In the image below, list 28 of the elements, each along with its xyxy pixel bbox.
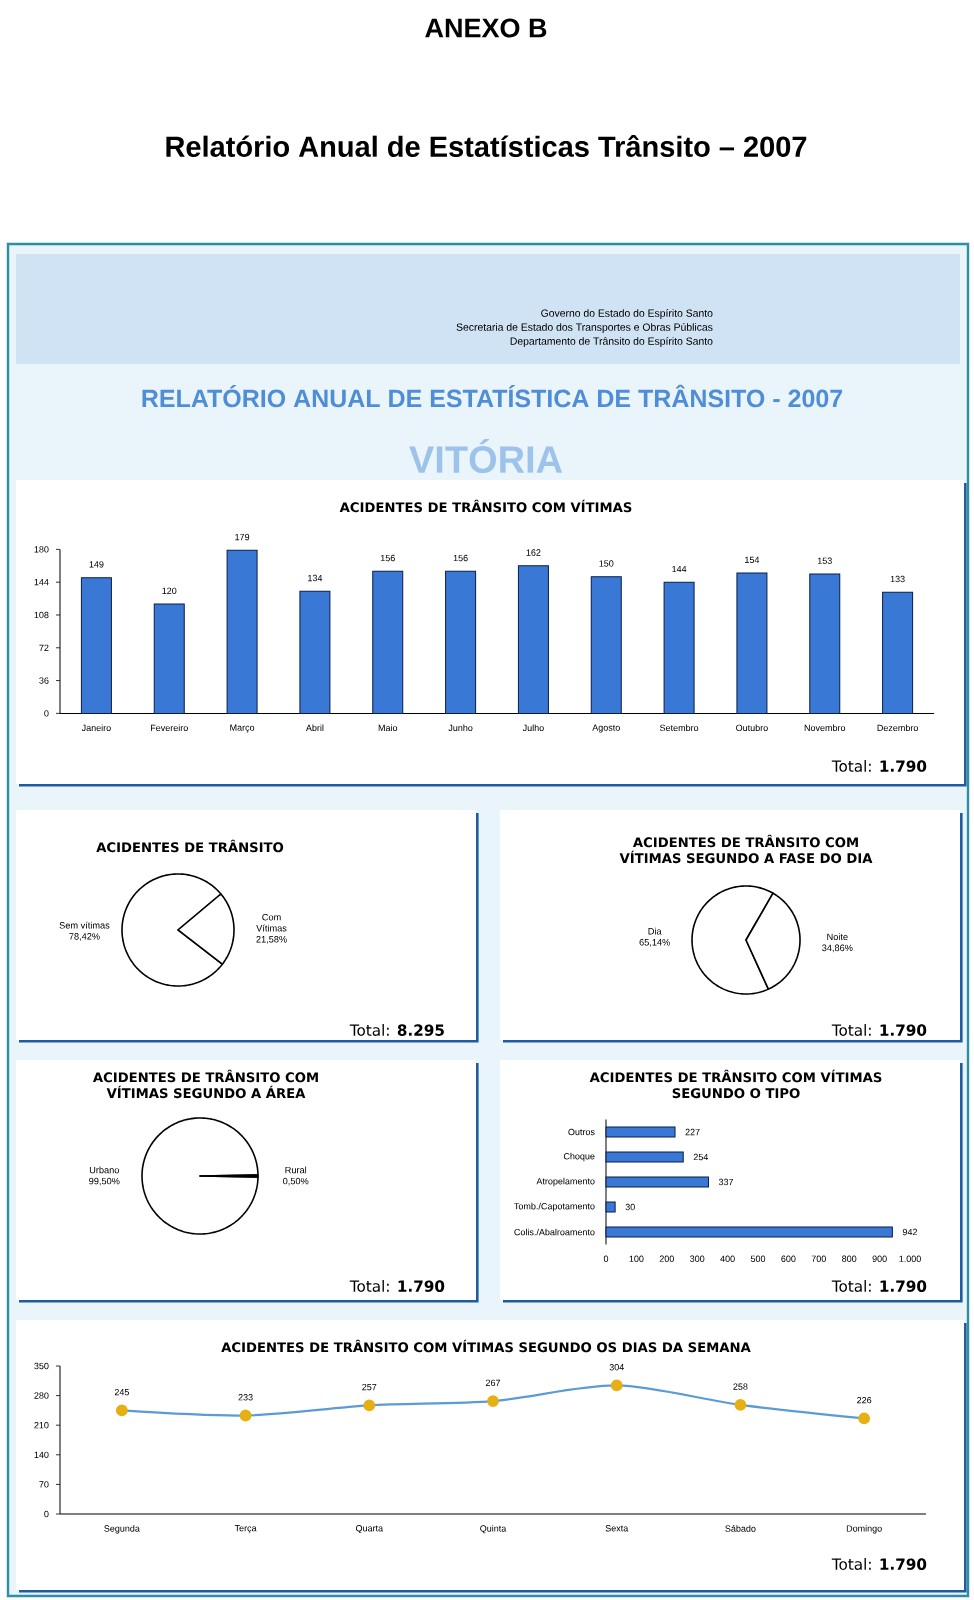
bar	[663, 581, 695, 714]
bar	[445, 570, 477, 714]
point	[734, 1399, 747, 1411]
point	[115, 1404, 128, 1417]
bar	[80, 577, 112, 714]
bar	[605, 1201, 616, 1213]
bar	[605, 1151, 684, 1163]
text: VITÓRIA	[409, 438, 563, 474]
point	[239, 1409, 252, 1422]
text: ANEXO B	[425, 18, 547, 38]
bar	[590, 576, 622, 714]
text: RELATÓRIO ANUAL DE ESTATÍSTICA DE TRÂNSITO - 2007	[142, 384, 843, 408]
text: Relatório Anual de Estatísticas Trânsito – 2007	[166, 134, 807, 157]
bar	[605, 1126, 676, 1138]
bar	[226, 549, 258, 714]
bar	[736, 572, 768, 714]
point	[610, 1379, 623, 1392]
bar	[882, 591, 914, 714]
bar	[517, 565, 549, 714]
point	[487, 1395, 499, 1407]
point	[363, 1399, 376, 1412]
bar	[153, 603, 185, 714]
bar	[372, 570, 404, 714]
bar	[809, 573, 841, 714]
bar	[605, 1226, 893, 1238]
bar	[605, 1176, 709, 1188]
bar	[299, 590, 331, 714]
point	[858, 1412, 871, 1425]
